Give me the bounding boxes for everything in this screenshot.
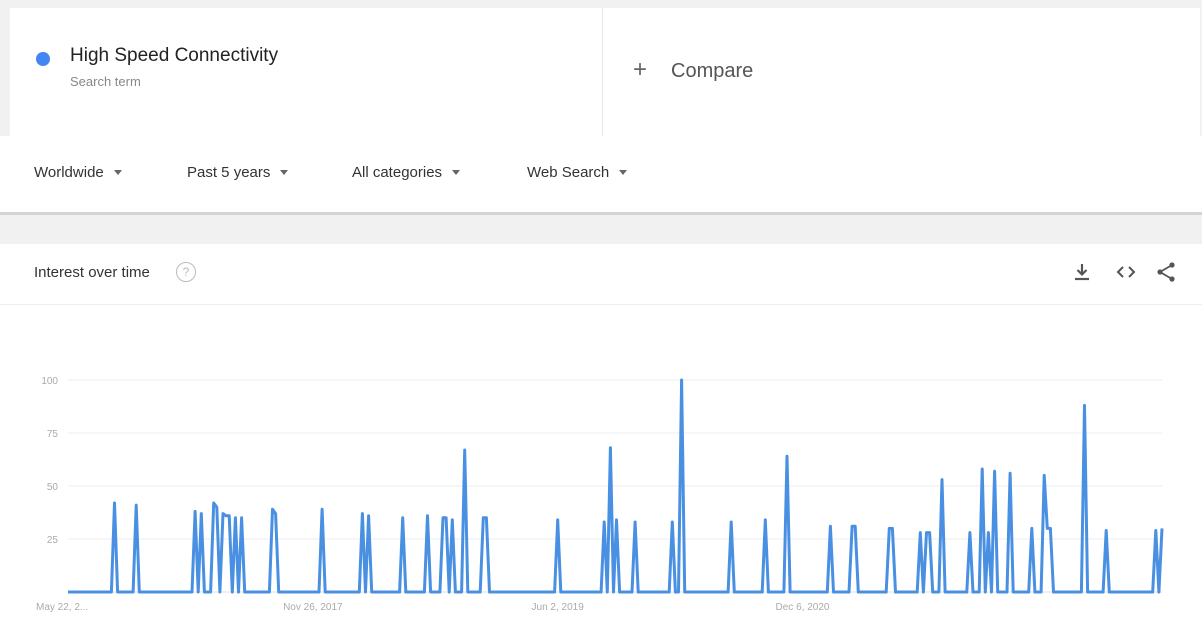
embed-code-icon[interactable] [1114, 260, 1138, 284]
interest-over-time-card: Interest over time ? 100 75 50 25 May 22, 2… [0, 244, 1202, 634]
plus-icon: + [633, 56, 648, 83]
interest-line-chart: 100 75 50 25 May 22, 2... Nov 26, 2017 Jun 2,… [36, 376, 1164, 613]
card-title: Interest over time [34, 264, 150, 281]
category-value: All categories [352, 164, 443, 181]
y-tick-label: 100 [41, 376, 58, 387]
search-type-dropdown[interactable]: Web Search [527, 164, 628, 181]
category-dropdown[interactable]: All categories [352, 164, 461, 181]
y-tick-label: 25 [47, 535, 59, 546]
filter-bar: Worldwide Past 5 years All categories We… [0, 136, 1202, 215]
chevron-down-icon [452, 170, 461, 175]
region-dropdown[interactable]: Worldwide [34, 164, 122, 181]
search-terms-bar: High Speed Connectivity Search term + Co… [10, 8, 1200, 136]
compare-label: Compare [671, 60, 754, 82]
x-tick-label: Nov 26, 2017 [283, 602, 343, 613]
y-axis-ticks: 100 75 50 25 [41, 376, 58, 546]
card-header: Interest over time ? [0, 244, 1202, 305]
search-term-name[interactable]: High Speed Connectivity [70, 45, 279, 66]
y-tick-label: 50 [47, 482, 59, 493]
x-tick-label: Dec 6, 2020 [776, 602, 830, 613]
series-color-dot [36, 52, 50, 66]
time-range-value: Past 5 years [187, 164, 271, 181]
x-axis-ticks: May 22, 2... Nov 26, 2017 Jun 2, 2019 Dec 6… [36, 602, 830, 613]
help-circle-icon[interactable]: ? [176, 262, 196, 282]
search-term-card[interactable]: High Speed Connectivity Search term [10, 8, 603, 136]
compare-button[interactable]: + Compare [603, 8, 1200, 136]
y-tick-label: 75 [47, 429, 59, 440]
x-tick-label: Jun 2, 2019 [532, 602, 585, 613]
time-range-dropdown[interactable]: Past 5 years [187, 164, 289, 181]
share-icon[interactable] [1154, 260, 1178, 284]
chevron-down-icon [280, 170, 289, 175]
region-value: Worldwide [34, 164, 104, 181]
chevron-down-icon [619, 170, 628, 175]
download-icon[interactable] [1070, 260, 1094, 284]
chevron-down-icon [113, 170, 122, 175]
x-tick-label: May 22, 2... [36, 602, 88, 613]
search-type-value: Web Search [527, 164, 610, 181]
search-term-subtitle: Search term [70, 74, 141, 89]
series-line [68, 378, 1164, 594]
